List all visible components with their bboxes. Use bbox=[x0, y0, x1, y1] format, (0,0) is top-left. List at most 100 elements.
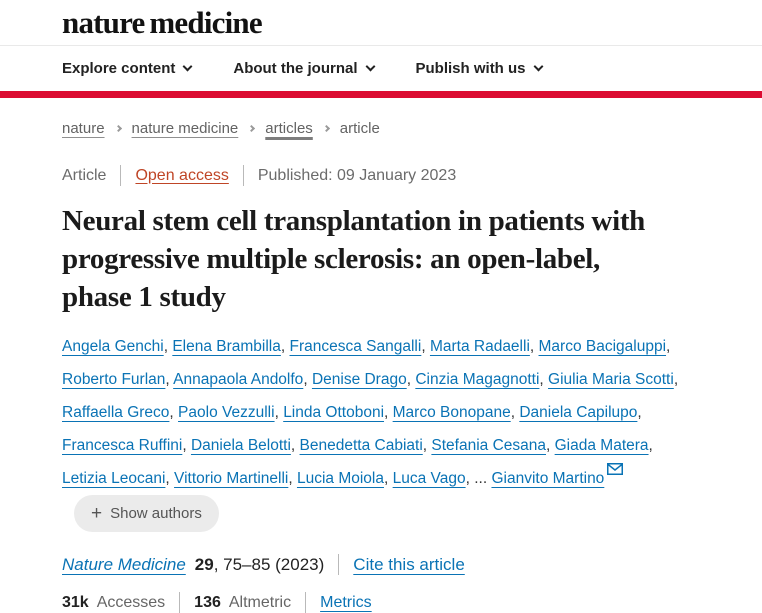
author-link[interactable]: Raffaella Greco bbox=[62, 404, 170, 421]
author-link[interactable]: Denise Drago bbox=[311, 371, 407, 388]
separator bbox=[120, 165, 122, 186]
plus-icon: + bbox=[91, 503, 103, 524]
author-separator: , bbox=[529, 338, 539, 355]
author-link[interactable]: Luca Vago bbox=[392, 470, 466, 487]
author-link[interactable]: Cinzia Magagnotti bbox=[415, 371, 540, 388]
header-divider bbox=[0, 45, 762, 46]
cite-this-article-link[interactable]: Cite this article bbox=[353, 554, 465, 574]
nav-about-the-journal[interactable]: About the journal bbox=[233, 60, 375, 77]
author-link[interactable]: Giulia Maria Scotti bbox=[548, 371, 674, 388]
author-link[interactable]: Angela Genchi bbox=[62, 338, 164, 355]
accesses-count: 31k bbox=[62, 593, 89, 611]
author-link[interactable]: Stefania Cesana bbox=[431, 437, 546, 454]
breadcrumb-link-nature[interactable]: nature bbox=[62, 120, 105, 137]
article-type-label: Article bbox=[62, 166, 107, 184]
author-separator: , bbox=[274, 404, 284, 421]
chevron-down-icon bbox=[533, 61, 543, 72]
email-envelope-icon[interactable] bbox=[607, 463, 624, 475]
author-link[interactable]: Marta Radaelli bbox=[429, 338, 530, 355]
show-authors-button[interactable]: + Show authors bbox=[74, 495, 219, 532]
open-access-link[interactable]: Open access bbox=[135, 166, 229, 184]
author-link[interactable]: Marco Bonopane bbox=[392, 404, 511, 421]
nav-explore-content[interactable]: Explore content bbox=[62, 60, 193, 77]
separator bbox=[305, 592, 307, 613]
breadcrumb-link-articles[interactable]: articles bbox=[265, 120, 313, 137]
nav-explore-content-label: Explore content bbox=[62, 60, 176, 77]
separator bbox=[242, 165, 244, 186]
published-date: Published: 09 January 2023 bbox=[257, 166, 457, 184]
nav-publish-with-us[interactable]: Publish with us bbox=[415, 60, 543, 77]
chevron-right-icon bbox=[114, 124, 122, 133]
author-names: Angela Genchi, Elena Brambilla, Francesc… bbox=[62, 338, 678, 487]
author-separator: , bbox=[165, 470, 175, 487]
author-separator: , bbox=[465, 470, 475, 487]
journal-link[interactable]: Nature Medicine bbox=[62, 554, 186, 574]
author-link[interactable]: Lucia Moiola bbox=[296, 470, 384, 487]
separator bbox=[179, 592, 181, 613]
article-info-bar: Article Open access Published: 09 Januar… bbox=[62, 165, 700, 186]
corresponding-author-link[interactable]: Gianvito Martino bbox=[491, 470, 605, 487]
author-link[interactable]: Francesca Sangalli bbox=[289, 338, 422, 355]
show-authors-label: Show authors bbox=[110, 505, 202, 522]
article-title-line: Neural stem cell transplantation in pati… bbox=[62, 205, 646, 237]
chevron-right-icon bbox=[322, 124, 330, 133]
breadcrumb-link-nature-medicine[interactable]: nature medicine bbox=[131, 120, 239, 137]
article-page: nature nature medicine articles article … bbox=[0, 120, 762, 613]
site-header: nature medicine Explore content About th… bbox=[0, 0, 762, 98]
author-link[interactable]: Giada Matera bbox=[554, 437, 649, 454]
author-link[interactable]: Elena Brambilla bbox=[172, 338, 281, 355]
author-separator: , bbox=[421, 338, 430, 355]
citation-line: Nature Medicine 29 , 75–85 (2023) Cite t… bbox=[62, 554, 700, 575]
author-separator: , bbox=[169, 404, 179, 421]
nav-about-the-journal-label: About the journal bbox=[233, 60, 358, 77]
author-separator: , bbox=[546, 437, 555, 454]
author-link[interactable]: Paolo Vezzulli bbox=[178, 404, 275, 421]
author-separator: , bbox=[648, 437, 653, 454]
author-separator: , bbox=[165, 371, 174, 388]
logo-row: nature medicine bbox=[0, 0, 762, 45]
author-separator: , bbox=[290, 437, 300, 454]
author-separator: , bbox=[288, 470, 297, 487]
author-separator: , bbox=[280, 338, 290, 355]
author-link[interactable]: Daniela Capilupo bbox=[519, 404, 638, 421]
author-separator: , bbox=[637, 404, 642, 421]
author-separator: , bbox=[384, 404, 393, 421]
separator bbox=[338, 554, 340, 575]
citation-volume: 29 bbox=[194, 554, 214, 574]
authors-ellipsis: ... bbox=[474, 470, 492, 487]
author-separator: , bbox=[163, 338, 173, 355]
author-separator: , bbox=[406, 371, 416, 388]
nav-publish-with-us-label: Publish with us bbox=[415, 60, 526, 77]
brand-red-bar bbox=[0, 91, 762, 98]
author-separator: , bbox=[182, 437, 191, 454]
metrics-bar: 31k Accesses 136 Altmetric Metrics bbox=[62, 592, 700, 613]
author-list: Angela Genchi, Elena Brambilla, Francesc… bbox=[62, 330, 700, 532]
citation-pages: , 75–85 (2023) bbox=[213, 554, 325, 574]
chevron-right-icon bbox=[248, 124, 256, 133]
author-separator: , bbox=[384, 470, 393, 487]
chevron-down-icon bbox=[182, 61, 193, 72]
author-link[interactable]: Letizia Leocani bbox=[62, 470, 166, 487]
metrics-link[interactable]: Metrics bbox=[320, 593, 372, 611]
chevron-down-icon bbox=[365, 61, 375, 72]
breadcrumb: nature nature medicine articles article bbox=[62, 120, 700, 137]
author-link[interactable]: Roberto Furlan bbox=[62, 371, 166, 388]
author-separator: , bbox=[510, 404, 520, 421]
author-link[interactable]: Benedetta Cabiati bbox=[299, 437, 423, 454]
main-nav: Explore content About the journal Publis… bbox=[0, 46, 762, 91]
author-separator: , bbox=[303, 371, 312, 388]
nature-medicine-logo[interactable]: nature medicine bbox=[62, 5, 263, 40]
altmetric-count: 136 bbox=[194, 593, 221, 611]
author-link[interactable]: Linda Ottoboni bbox=[283, 404, 385, 421]
author-separator: , bbox=[422, 437, 432, 454]
author-link[interactable]: Daniela Belotti bbox=[190, 437, 291, 454]
accesses-label: Accesses bbox=[96, 593, 166, 611]
author-separator: , bbox=[673, 371, 679, 388]
author-link[interactable]: Vittorio Martinelli bbox=[174, 470, 289, 487]
altmetric-label: Altmetric bbox=[228, 593, 292, 611]
author-link[interactable]: Annapaola Andolfo bbox=[173, 371, 304, 388]
author-link[interactable]: Francesca Ruffini bbox=[62, 437, 183, 454]
article-title-line: phase 1 study bbox=[62, 281, 226, 313]
breadcrumb-current-article: article bbox=[339, 120, 380, 137]
author-link[interactable]: Marco Bacigaluppi bbox=[538, 338, 667, 355]
